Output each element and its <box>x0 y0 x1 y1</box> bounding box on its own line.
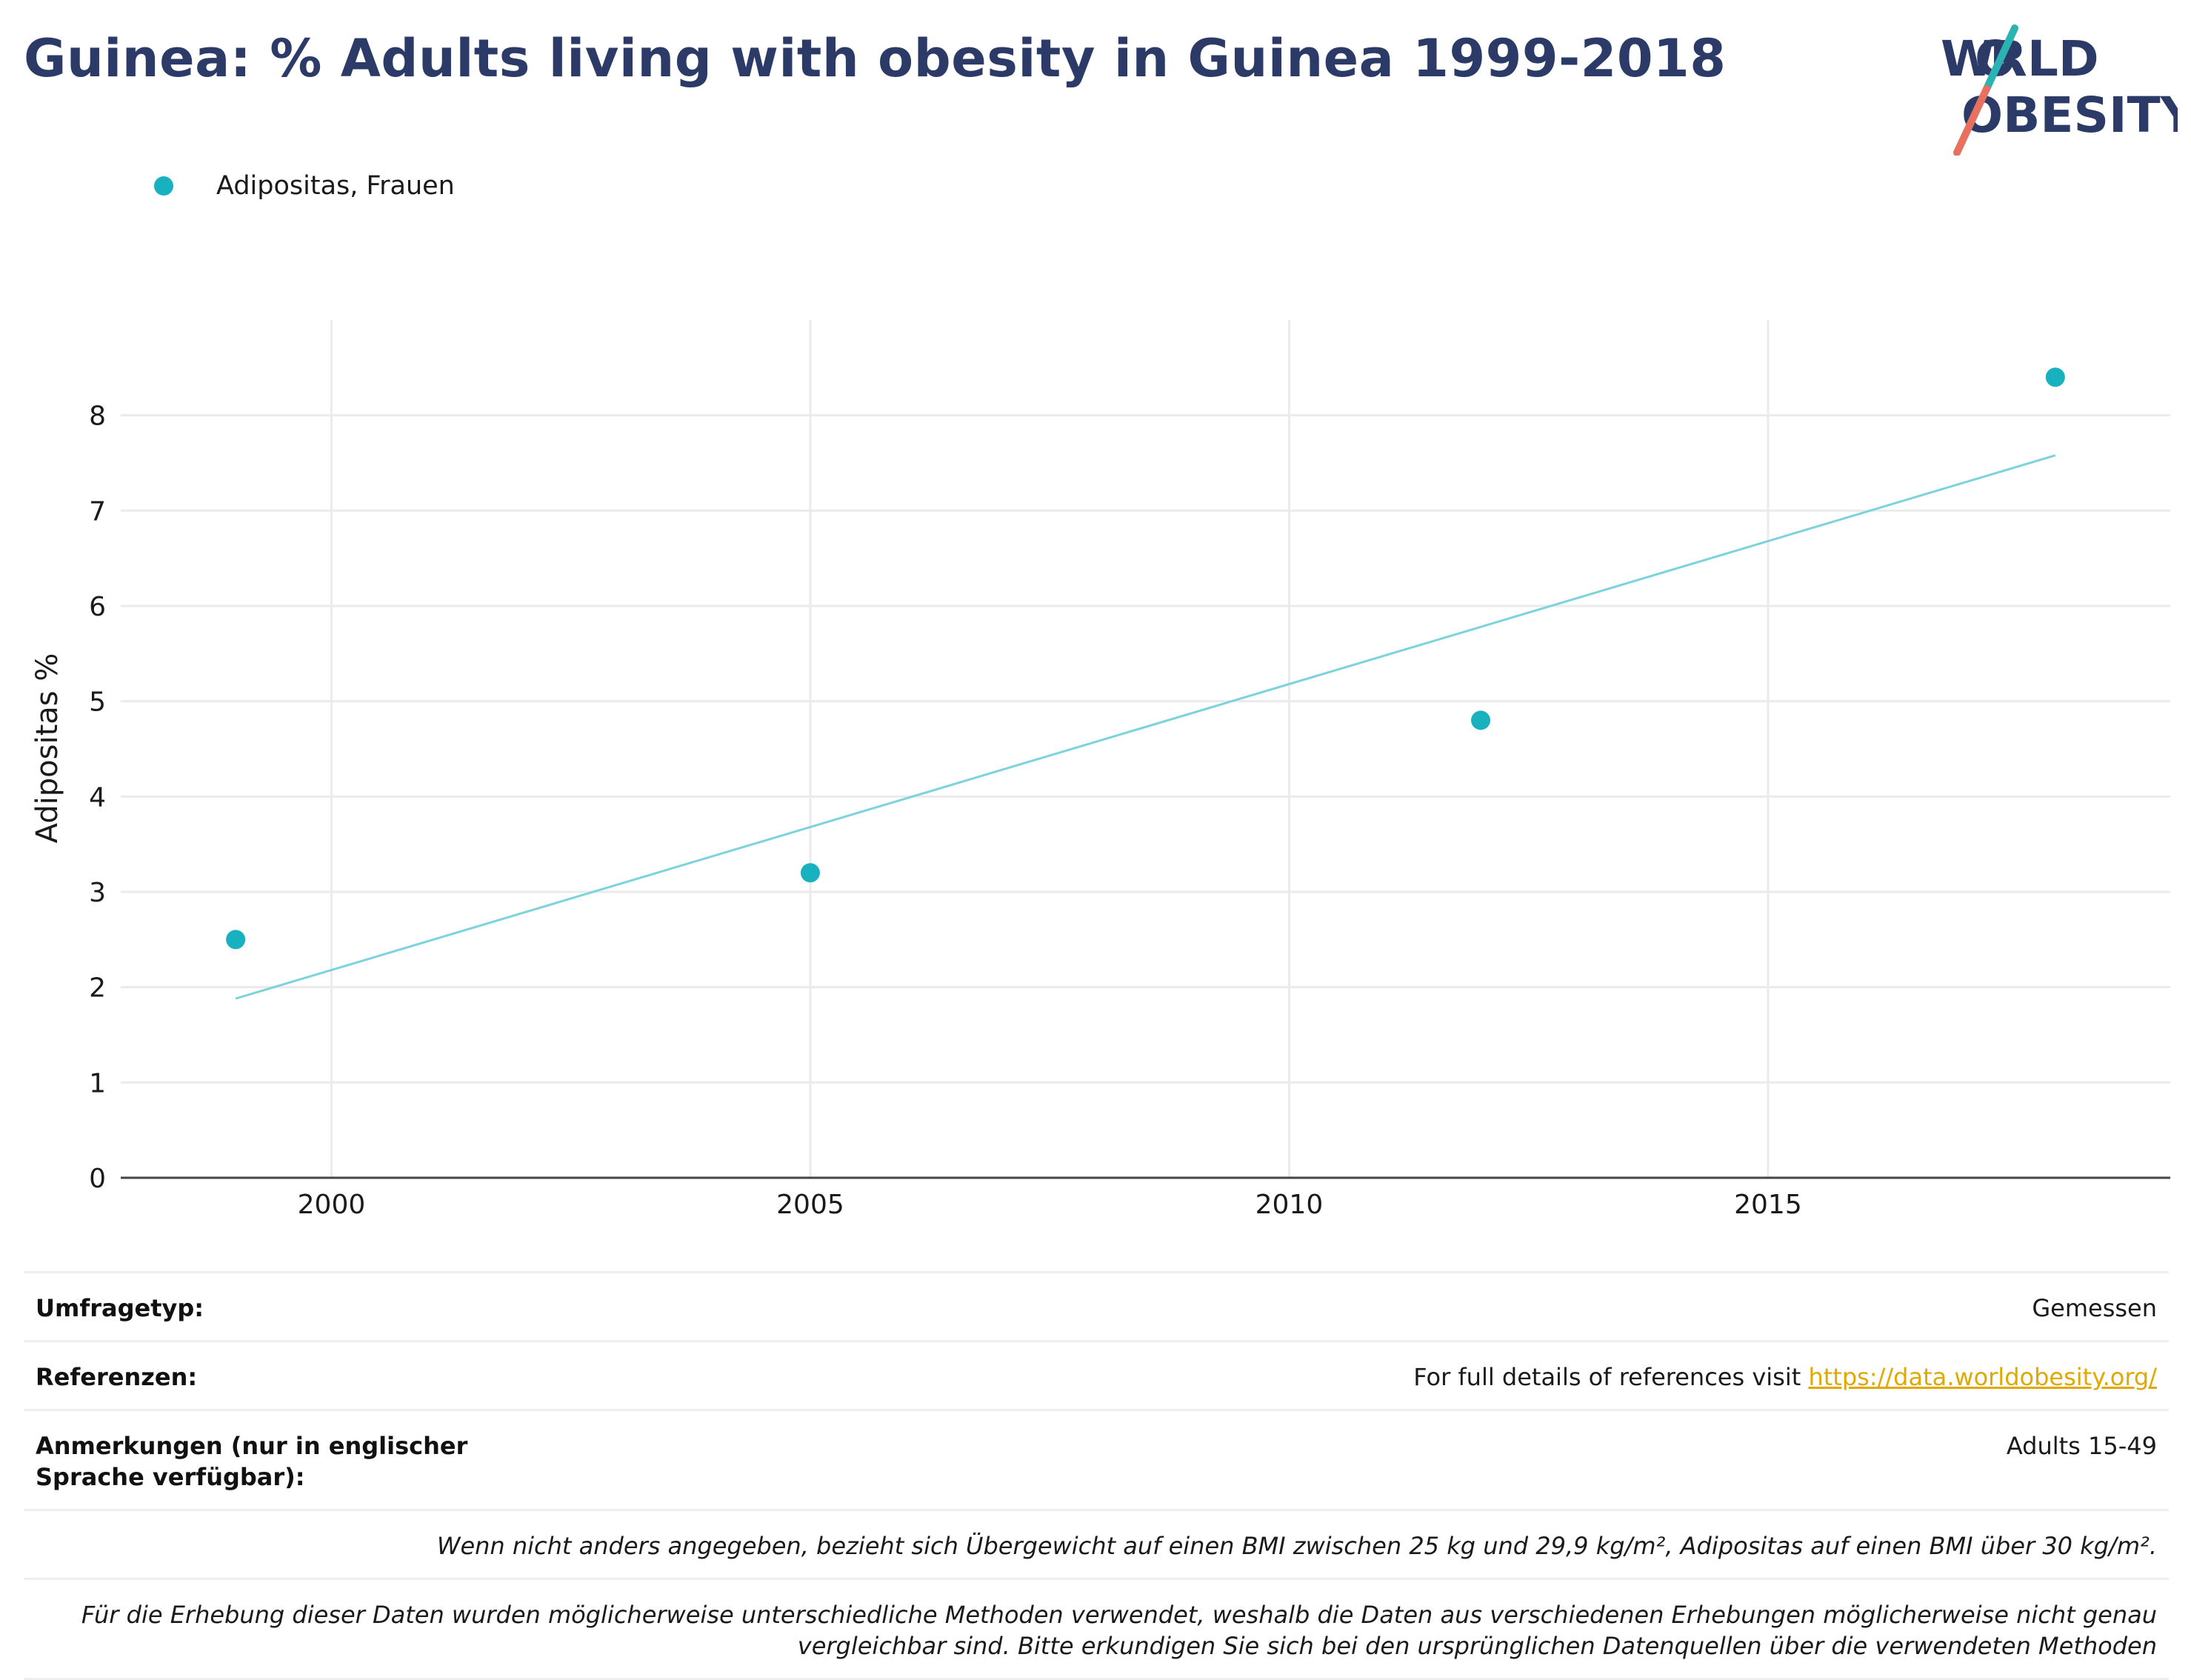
definition-note-row: Wenn nicht anders angegeben, bezieht sic… <box>24 1509 2169 1578</box>
data-point <box>226 930 246 950</box>
x-tick-label: 2000 <box>298 1190 366 1220</box>
y-tick-label: 5 <box>89 687 106 718</box>
x-tick-label: 2005 <box>776 1190 844 1220</box>
trend-line <box>235 454 2056 1000</box>
data-point <box>1471 710 1491 730</box>
legend-marker-icon <box>154 176 173 196</box>
data-point <box>800 863 820 883</box>
notes-label: Anmerkungen (nur in englischer Sprache v… <box>36 1432 468 1491</box>
references-value: For full details of references visit htt… <box>1413 1361 2157 1393</box>
legend-label: Adipositas, Frauen <box>216 171 455 201</box>
y-tick-label: 0 <box>89 1164 106 1194</box>
methods-note: Für die Erhebung dieser Daten wurden mög… <box>81 1601 2157 1660</box>
y-tick-label: 2 <box>89 973 106 1004</box>
svg-text:OBESITY: OBESITY <box>1961 87 2178 144</box>
survey-type-label: Umfragetyp: <box>36 1294 204 1322</box>
x-tick-label: 2015 <box>1734 1190 1802 1220</box>
svg-text:W: W <box>1941 30 1995 87</box>
y-tick-label: 6 <box>89 592 106 622</box>
y-tick-label: 3 <box>89 878 106 908</box>
chart-plot-area: 0 1 2 3 4 5 6 7 8 2000 2005 2010 2015 <box>89 320 2170 1220</box>
y-tick-label: 4 <box>89 782 106 813</box>
chart-footer: Umfragetyp: Gemessen Referenzen: For ful… <box>24 1271 2169 1680</box>
page-title: Guinea: % Adults living with obesity in … <box>24 28 1727 89</box>
chart-legend[interactable]: Adipositas, Frauen <box>154 167 455 204</box>
references-label: Referenzen: <box>36 1363 198 1391</box>
definition-note: Wenn nicht anders angegeben, bezieht sic… <box>436 1532 2157 1560</box>
data-point <box>2045 367 2065 387</box>
y-tick-label: 8 <box>89 401 106 432</box>
survey-type-value: Gemessen <box>2032 1294 2157 1322</box>
y-axis-label: Adipositas % <box>30 653 64 844</box>
y-tick-label: 7 <box>89 496 106 527</box>
notes-row: Anmerkungen (nur in englischer Sprache v… <box>24 1409 2169 1509</box>
references-text: For full details of references visit <box>1413 1363 1809 1391</box>
survey-type-row: Umfragetyp: Gemessen <box>24 1271 2169 1340</box>
y-tick-label: 1 <box>89 1068 106 1099</box>
world-obesity-logo: W RLD O OBESITY <box>1941 24 2178 156</box>
methods-note-row: Für die Erhebung dieser Daten wurden mög… <box>24 1578 2169 1680</box>
notes-value: Adults 15-49 <box>2006 1432 2157 1460</box>
references-row: Referenzen: For full details of referenc… <box>24 1340 2169 1409</box>
x-tick-label: 2010 <box>1255 1190 1324 1220</box>
references-link[interactable]: https://data.worldobesity.org/ <box>1808 1363 2157 1391</box>
